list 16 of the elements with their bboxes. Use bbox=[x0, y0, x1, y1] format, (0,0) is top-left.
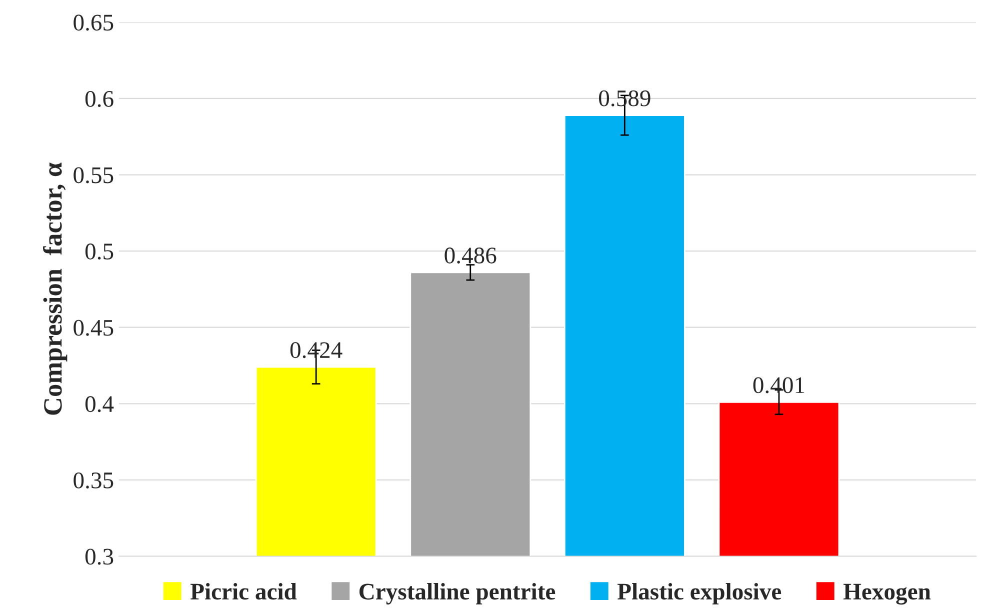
y-tick-label: 0.5 bbox=[85, 244, 114, 260]
y-axis-title: Compression factor, α bbox=[42, 162, 68, 415]
y-tick-label: 0.55 bbox=[74, 167, 114, 184]
legend-label: Crystalline pentrite bbox=[359, 582, 556, 604]
y-tick-label: 0.4 bbox=[85, 396, 114, 412]
legend-label: Plastic explosive bbox=[617, 582, 782, 604]
y-tick-label: 0.45 bbox=[74, 320, 114, 336]
data-label: 0.424 bbox=[290, 342, 342, 358]
legend-label: Hexogen bbox=[843, 584, 931, 605]
y-tick-label: 0.3 bbox=[85, 548, 114, 565]
y-tick-label: 0.6 bbox=[85, 90, 114, 107]
data-label: 0.401 bbox=[753, 377, 804, 394]
y-tick-label: 0.65 bbox=[74, 14, 114, 31]
data-label: 0.486 bbox=[444, 248, 496, 264]
y-tick-label: 0.35 bbox=[74, 472, 114, 488]
legend-label: Picric acid bbox=[190, 582, 297, 600]
